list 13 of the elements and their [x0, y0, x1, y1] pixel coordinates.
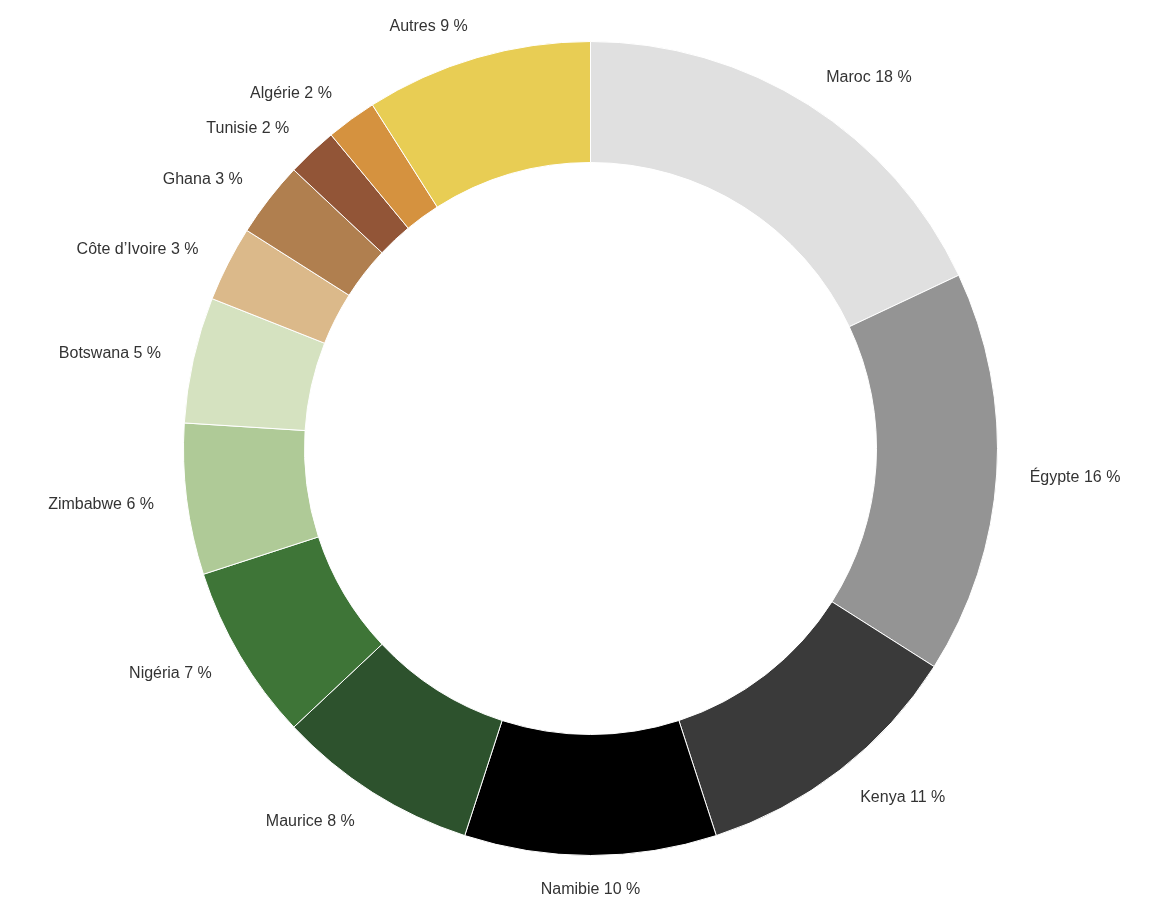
slice-label: Autres 9 %: [389, 17, 468, 35]
slice-label: Égypte 16 %: [1029, 466, 1121, 485]
slice-label: Namibie 10 %: [540, 880, 641, 897]
slice-label: Côte d’Ivoire 3 %: [76, 240, 199, 258]
slice-label: Botswana 5 %: [58, 344, 162, 362]
slice-label: Algérie 2 %: [250, 84, 332, 102]
slice-label: Ghana 3 %: [162, 170, 243, 188]
slice-label: Zimbabwe 6 %: [48, 495, 154, 513]
slice-label: Maurice 8 %: [265, 811, 355, 829]
slice-label: Nigéria 7 %: [129, 663, 212, 681]
slice-label: Kenya 11 %: [860, 787, 946, 805]
slice-label: Tunisie 2 %: [206, 119, 290, 137]
slice-label: Maroc 18 %: [826, 68, 912, 86]
